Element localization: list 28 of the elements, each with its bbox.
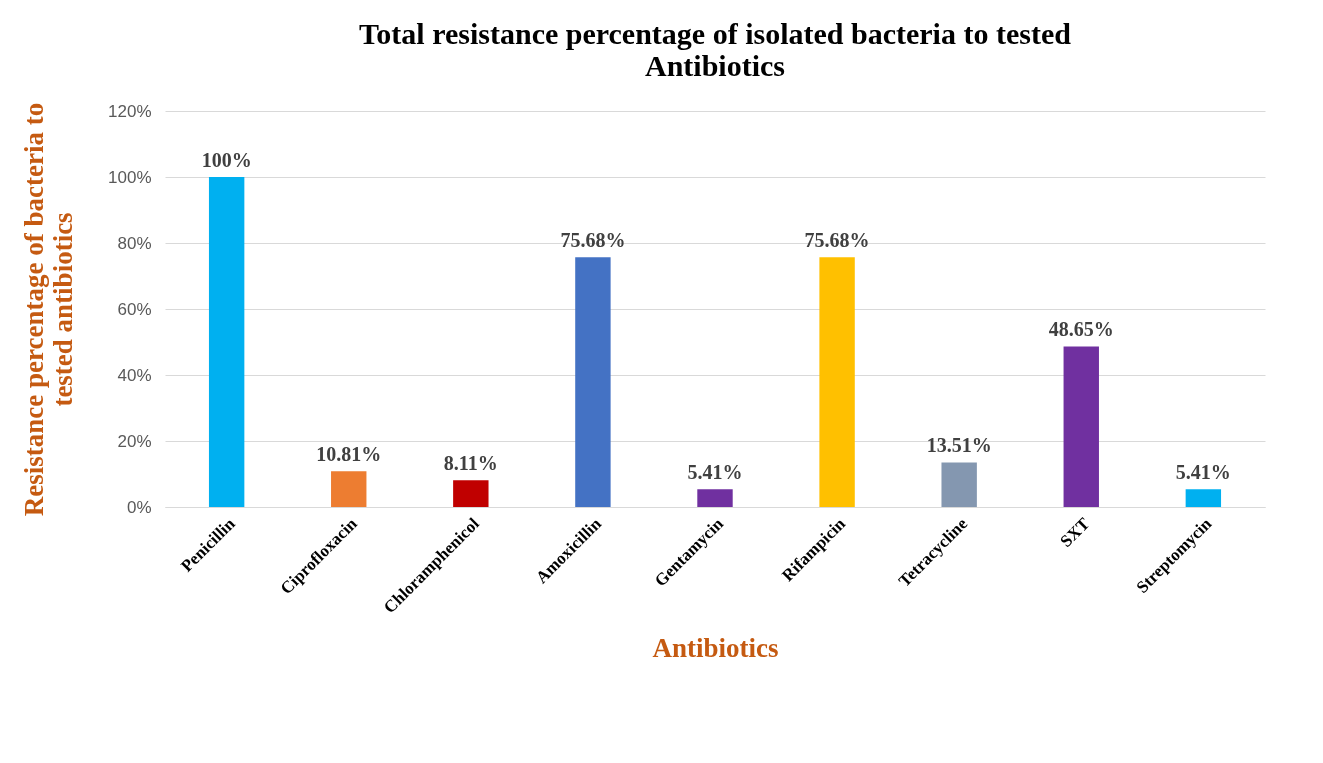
data-label: 75.68% <box>804 229 870 252</box>
bar <box>453 480 489 507</box>
y-tick-label: 0% <box>126 497 152 517</box>
bar <box>1063 346 1099 507</box>
bar <box>1185 489 1222 507</box>
bar <box>208 177 245 507</box>
bar <box>697 489 733 507</box>
bar <box>575 257 611 507</box>
data-label: 100% <box>201 149 252 171</box>
data-label: 48.65% <box>1048 318 1114 341</box>
data-label: 5.41% <box>687 461 743 484</box>
chart-title: Total resistance percentage of isolated bacteria to tested Antibiotics <box>359 17 1072 82</box>
y-tick-label: 40% <box>117 365 152 385</box>
y-axis-title: Resistance percentage of bacteria to tested antibiotics <box>19 102 79 517</box>
bar <box>331 471 367 507</box>
y-tick-label: 20% <box>117 431 152 451</box>
data-label: 13.51% <box>926 434 992 457</box>
bar <box>941 462 977 507</box>
y-tick-label: 80% <box>117 233 152 253</box>
data-label: 8.11% <box>443 452 498 475</box>
data-label: 75.68% <box>560 229 626 252</box>
x-axis-title: Antibiotics <box>652 633 779 664</box>
y-tick-label: 60% <box>117 299 152 319</box>
y-tick-label: 120% <box>108 101 152 121</box>
y-tick-label: 100% <box>108 167 152 187</box>
data-label: 5.41% <box>1175 461 1231 484</box>
bar <box>819 257 855 507</box>
data-label: 10.81% <box>316 443 382 466</box>
